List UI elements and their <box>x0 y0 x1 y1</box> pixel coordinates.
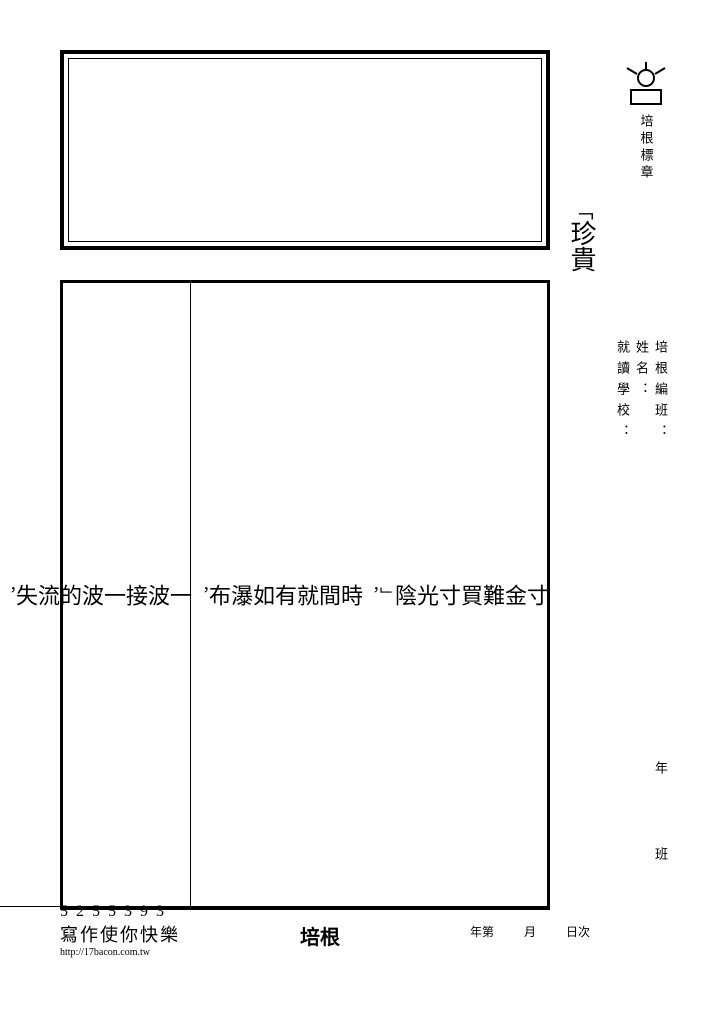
grid-cell: 間 <box>317 283 339 907</box>
title-box <box>60 50 550 250</box>
grid-cell: 寸 <box>525 283 547 907</box>
form-yearclass: 年 班 <box>630 761 670 890</box>
grid-column: 一波接一波的流失，把人們珍貴的青春 <box>0 283 190 907</box>
date-year: 年第 <box>470 923 494 940</box>
date-month: 月 <box>524 923 536 940</box>
form-school: 就讀學校： <box>613 340 632 445</box>
grid-cell: 一 <box>168 283 190 907</box>
badge-label: 培根標章 <box>637 114 656 182</box>
grid-cell: 難 <box>481 283 503 907</box>
grid-cell: 寸 <box>437 283 459 907</box>
grid-cell: 就 <box>295 283 317 907</box>
footer-number: 5255393 <box>60 903 180 921</box>
badge-icon <box>625 60 667 110</box>
grid-cell: 如 <box>251 283 273 907</box>
grid-cell: 的 <box>58 283 80 907</box>
footer-url: http://17bacon.com.tw <box>60 947 180 958</box>
form-name: 姓名： <box>632 340 651 445</box>
grid-cell: 陰 <box>393 283 415 907</box>
grid-cell: 布 <box>207 283 229 907</box>
essay-title: 「珍貴 <box>563 200 600 272</box>
grid-column: 寸金難買寸光陰」，時間就有如瀑布， <box>190 283 547 907</box>
footer-left: 5255393 寫作使你快樂 http://17bacon.com.tw <box>60 903 180 958</box>
bracket-icon: 「 <box>570 200 592 220</box>
grid-cell: 波 <box>80 283 102 907</box>
grid-cell: ， <box>0 283 14 907</box>
grid-cell: 有 <box>273 283 295 907</box>
page: 培根標章 「珍貴 培根編班： 姓名： 就讀學校： 年 班 寸金難買寸光陰」，時間… <box>60 50 620 950</box>
date-day: 日次 <box>566 923 590 940</box>
grid-cell: ， <box>361 283 377 907</box>
grid-cell: 一 <box>102 283 124 907</box>
date-labels: 年第 月 日次 <box>470 923 590 940</box>
footer-slogan: 寫作使你快樂 <box>60 921 180 947</box>
grid-cell: ， <box>191 283 207 907</box>
form-class: 培根編班： <box>651 340 670 445</box>
writing-grid: 寸金難買寸光陰」，時間就有如瀑布，一波接一波的流失，把人們珍貴的青春全都流失掉，… <box>60 280 550 910</box>
grid-cell: 買 <box>459 283 481 907</box>
teacher-stamp: 培根 <box>300 921 340 950</box>
grid-cell: 時 <box>339 283 361 907</box>
badge: 培根標章 <box>622 60 670 187</box>
grid-cell: 金 <box>503 283 525 907</box>
grid-cell: 失 <box>14 283 36 907</box>
grid-cell: 接 <box>124 283 146 907</box>
grid-cell: 」 <box>377 283 393 907</box>
grid-cell: 流 <box>36 283 58 907</box>
title-text: 珍貴 <box>567 220 596 272</box>
side-form: 培根編班： 姓名： 就讀學校： <box>630 340 670 495</box>
grid-cell: 波 <box>146 283 168 907</box>
grid-cell: 光 <box>415 283 437 907</box>
grid-cell: 瀑 <box>229 283 251 907</box>
